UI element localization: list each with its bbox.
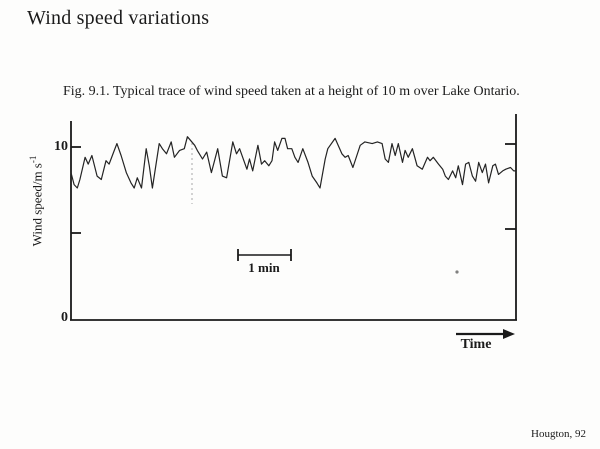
source-credit: Hougton, 92 (531, 428, 586, 440)
page-title: Wind speed variations (27, 7, 210, 29)
y-axis-label-text: Wind speed/m s (29, 163, 45, 247)
wind-speed-trace (70, 136, 517, 189)
time-arrow-icon (456, 329, 515, 339)
scan-artifact-dot (455, 270, 459, 274)
y-tick-label-0: 0 (61, 310, 68, 325)
scale-bar (237, 249, 292, 261)
time-arrow-head (503, 329, 515, 339)
y-tick-label-10: 10 (54, 139, 68, 154)
x-axis-label: Time (460, 337, 492, 352)
figure-caption: Fig. 9.1. Typical trace of wind speed ta… (63, 84, 520, 99)
y-axis-label-exponent: -1 (28, 155, 38, 164)
scale-bar-label: 1 min (248, 260, 280, 275)
